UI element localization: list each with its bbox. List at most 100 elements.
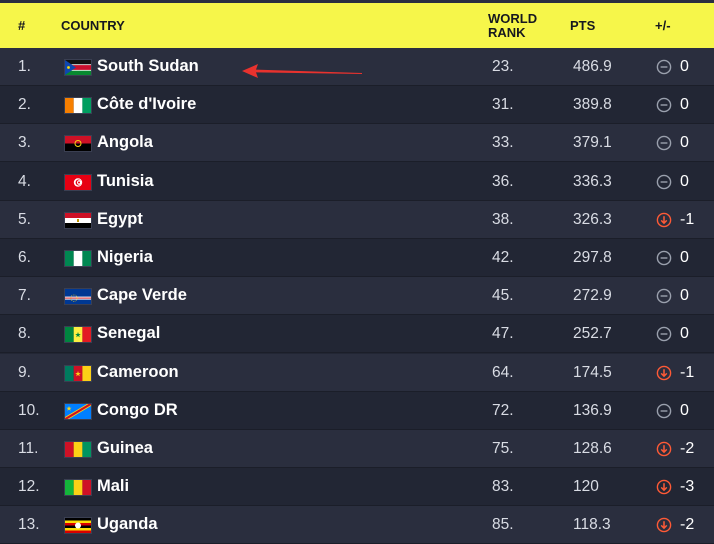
row-country[interactable]: South Sudan xyxy=(97,57,199,75)
flag-senegal-icon xyxy=(64,326,92,344)
row-pts: 118.3 xyxy=(573,516,611,534)
row-divider xyxy=(0,161,714,163)
row-diff: 0 xyxy=(680,96,689,114)
row-country[interactable]: Congo DR xyxy=(97,400,178,419)
row-rank: 3. xyxy=(18,134,31,152)
row-country[interactable]: Uganda xyxy=(97,515,158,534)
row-divider xyxy=(0,199,714,201)
row-world-rank: 36. xyxy=(492,172,514,190)
minus-circle-icon xyxy=(656,288,672,304)
flag-c-te-d-ivoire-icon xyxy=(64,97,92,115)
flag-egypt-icon xyxy=(64,211,92,229)
row-divider xyxy=(0,237,714,239)
flag-tunisia-icon xyxy=(64,173,92,191)
row-pts: 379.1 xyxy=(573,134,612,152)
table-row[interactable]: 12. Mali 83. 120 -3 xyxy=(0,468,714,507)
row-rank: 5. xyxy=(18,210,31,228)
row-diff: 0 xyxy=(680,401,689,419)
table-row[interactable]: 5. Egypt 38. 326.3 -1 xyxy=(0,200,714,239)
minus-circle-icon xyxy=(656,326,672,342)
flag-uganda-icon xyxy=(64,517,92,535)
row-divider xyxy=(0,85,714,86)
header-diff: +/- xyxy=(655,18,671,33)
row-rank: 6. xyxy=(18,249,31,266)
row-world-rank: 23. xyxy=(492,58,514,75)
annotation-arrow-icon xyxy=(242,64,362,78)
row-divider xyxy=(0,505,714,507)
row-diff: -3 xyxy=(680,478,695,496)
table-row[interactable]: 11. Guinea 75. 128.6 -2 xyxy=(0,430,714,468)
row-diff: 0 xyxy=(680,325,689,343)
flag-cape-verde-icon xyxy=(64,288,92,306)
row-world-rank: 64. xyxy=(492,363,514,381)
row-country[interactable]: Mali xyxy=(97,477,130,496)
row-world-rank: 85. xyxy=(492,516,514,534)
row-world-rank: 31. xyxy=(492,96,514,114)
row-world-rank: 83. xyxy=(492,478,514,496)
minus-circle-icon xyxy=(656,403,672,419)
row-rank: 9. xyxy=(18,363,31,381)
row-world-rank: 75. xyxy=(492,440,514,457)
table-row[interactable]: 6. Nigeria 42. 297.8 0 xyxy=(0,239,714,277)
row-pts: 128.6 xyxy=(573,440,612,457)
row-rank: 13. xyxy=(18,516,40,534)
down-arrow-circle-icon xyxy=(656,365,672,381)
row-country[interactable]: Nigeria xyxy=(97,248,153,266)
header-world-rank-line2: RANK xyxy=(488,25,526,40)
header-world-rank-line1: WORLD xyxy=(488,11,538,26)
flag-angola-icon xyxy=(64,135,92,153)
row-diff: 0 xyxy=(680,287,689,305)
row-diff: 0 xyxy=(680,172,689,190)
table-row[interactable]: 7. Cape Verde 45. 272.9 0 xyxy=(0,277,714,316)
row-pts: 336.3 xyxy=(573,172,612,190)
row-rank: 11. xyxy=(18,440,39,457)
row-country[interactable]: Cameroon xyxy=(97,362,179,381)
table-row[interactable]: 2. Côte d'Ivoire 31. 389.8 0 xyxy=(0,86,714,125)
minus-circle-icon xyxy=(656,174,672,190)
row-world-rank: 33. xyxy=(492,134,514,152)
table-row[interactable]: 8. Senegal 47. 252.7 0 xyxy=(0,315,714,354)
row-country[interactable]: Senegal xyxy=(97,324,161,343)
table-row[interactable]: 13. Uganda 85. 118.3 -2 xyxy=(0,506,714,544)
header-world-rank: WORLD RANK xyxy=(488,12,537,40)
row-pts: 297.8 xyxy=(573,249,612,266)
row-pts: 120 xyxy=(573,478,599,496)
table-row[interactable]: 9. Cameroon 64. 174.5 -1 xyxy=(0,353,714,392)
row-world-rank: 47. xyxy=(492,325,514,343)
row-pts: 252.7 xyxy=(573,325,612,343)
row-world-rank: 42. xyxy=(492,249,514,266)
table-row[interactable]: 3. Angola 33. 379.1 0 xyxy=(0,124,714,163)
row-rank: 4. xyxy=(18,172,31,190)
header-country: COUNTRY xyxy=(61,18,125,33)
minus-circle-icon xyxy=(656,135,672,151)
row-rank: 12. xyxy=(18,478,40,496)
flag-mali-icon xyxy=(64,479,92,497)
row-rank: 7. xyxy=(18,287,31,305)
row-country[interactable]: Tunisia xyxy=(97,171,154,190)
header-rank: # xyxy=(18,18,26,33)
row-diff: -2 xyxy=(680,440,695,457)
flag-congo-dr-icon xyxy=(64,402,92,420)
row-pts: 326.3 xyxy=(573,210,612,228)
row-pts: 272.9 xyxy=(573,287,612,305)
row-country[interactable]: Cape Verde xyxy=(97,286,187,305)
down-arrow-circle-icon xyxy=(656,441,672,457)
row-world-rank: 45. xyxy=(492,287,514,305)
row-pts: 389.8 xyxy=(573,96,612,114)
row-country[interactable]: Angola xyxy=(97,133,153,152)
row-pts: 136.9 xyxy=(573,401,612,419)
flag-nigeria-icon xyxy=(64,250,92,267)
row-country[interactable]: Guinea xyxy=(97,439,153,457)
row-country[interactable]: Egypt xyxy=(97,209,143,228)
table-header: # COUNTRY WORLD RANK PTS +/- xyxy=(0,0,714,48)
row-rank: 8. xyxy=(18,325,31,343)
row-rank: 1. xyxy=(18,58,31,75)
table-row[interactable]: 10. Congo DR 72. 136.9 0 xyxy=(0,391,714,430)
row-country[interactable]: Côte d'Ivoire xyxy=(97,95,197,114)
row-divider xyxy=(0,352,714,354)
row-pts: 486.9 xyxy=(573,58,612,75)
table-row[interactable]: 4. Tunisia 36. 336.3 0 xyxy=(0,162,714,201)
row-rank: 2. xyxy=(18,96,31,114)
table-row[interactable]: 1. South Sudan 23. 486.9 0 xyxy=(0,48,714,86)
